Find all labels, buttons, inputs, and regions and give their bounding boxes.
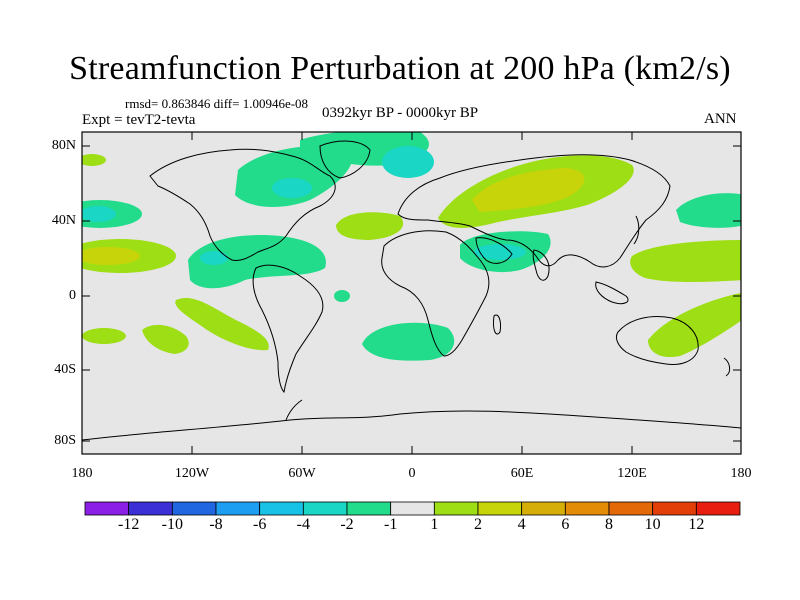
- coastline-africa: [381, 230, 490, 357]
- contour-region: [82, 328, 126, 344]
- contour-region: [334, 290, 350, 302]
- coastline-arabia: [475, 237, 513, 264]
- colorbar-swatch: [215, 501, 261, 516]
- lon-label-180w: 180: [71, 466, 93, 481]
- colorbar-label: 2: [474, 516, 482, 533]
- lat-label-40s: 40S: [54, 362, 76, 377]
- colorbar-label: -1: [383, 516, 398, 533]
- colorbar-label: -6: [252, 516, 267, 533]
- coastline-india: [532, 249, 550, 281]
- lon-label-60e: 60E: [510, 466, 534, 481]
- lat-label-80n: 80N: [51, 138, 76, 153]
- contour-region: [82, 247, 140, 265]
- stats-label: rmsd= 0.863846 diff= 1.00946e-08: [125, 96, 309, 111]
- coastline-north-america: [149, 148, 336, 261]
- colorbar-swatch: [390, 501, 435, 516]
- coastlines: [82, 140, 741, 441]
- experiment-label: Expt = tevT2-tevta: [82, 112, 196, 128]
- contour-region: [175, 298, 269, 351]
- colorbar-swatch: [433, 501, 479, 516]
- contour-region: [472, 168, 585, 212]
- contour-region: [188, 235, 326, 289]
- contour-region: [200, 251, 228, 265]
- lat-label-40n: 40N: [51, 213, 76, 228]
- contour-region: [272, 178, 312, 198]
- coastline-antarctica: [82, 410, 741, 441]
- colorbar-swatch: [259, 501, 304, 516]
- coastline-greenland: [319, 140, 371, 179]
- contour-region: [676, 193, 741, 228]
- coastline-south-america: [252, 264, 324, 394]
- colorbar-swatch: [521, 501, 566, 516]
- period-label: 0392kyr BP - 0000kyr BP: [322, 105, 479, 121]
- coastline-eurasia: [397, 154, 671, 268]
- colorbar-swatch: [652, 501, 697, 516]
- colorbar: [84, 501, 741, 516]
- coastline-madagascar: [493, 314, 501, 335]
- lon-label-120w: 120W: [174, 466, 210, 481]
- colorbar-label: -12: [117, 516, 140, 533]
- colorbar-swatch: [346, 501, 392, 516]
- colorbar-swatch: [302, 501, 348, 516]
- colorbar-label: -8: [209, 516, 223, 533]
- coastline-australia: [615, 316, 699, 365]
- colorbar-label: 12: [688, 516, 705, 533]
- plot-title: Streamfunction Perturbation at 200 hPa (…: [69, 50, 731, 87]
- colorbar-label: 4: [517, 516, 526, 533]
- colorbar-label: 8: [605, 516, 613, 533]
- coastline-japan: [633, 215, 640, 245]
- colorbar-swatch: [171, 501, 217, 516]
- colorbar-label: 1: [430, 516, 439, 533]
- lon-label-0: 0: [408, 466, 416, 481]
- contour-region: [648, 292, 741, 357]
- colorbar-swatch: [84, 501, 130, 516]
- colorbar-label: 6: [561, 516, 570, 533]
- colorbar-label: -2: [340, 516, 354, 533]
- colorbar-swatch: [564, 501, 610, 516]
- axis-ticks: [81, 132, 742, 454]
- contour-region: [630, 240, 741, 282]
- contour-region: [82, 154, 106, 166]
- colorbar-label: 10: [644, 516, 661, 533]
- colorbar-swatch: [695, 501, 741, 516]
- lat-label-0: 0: [69, 288, 76, 303]
- colorbar-swatch: [477, 501, 523, 516]
- lon-label-180e: 180: [730, 466, 752, 481]
- contour-region: [382, 146, 434, 178]
- coastline-new-zealand: [723, 357, 731, 377]
- lat-label-80s: 80S: [54, 433, 76, 448]
- coastline-se-asia: [595, 281, 629, 305]
- colorbar-label: -4: [296, 516, 310, 533]
- lon-label-120e: 120E: [617, 466, 647, 481]
- coastline-antarctic-peninsula: [285, 399, 303, 421]
- colorbar-label: -10: [161, 516, 183, 533]
- season-label: ANN: [704, 111, 737, 127]
- contour-region: [336, 212, 404, 240]
- contour-region: [474, 244, 526, 260]
- contour-region: [82, 206, 116, 222]
- lon-label-60w: 60W: [288, 466, 316, 481]
- contour-fills: [82, 132, 741, 361]
- contour-region: [142, 324, 189, 354]
- colorbar-swatch: [608, 501, 654, 516]
- colorbar-swatch: [128, 501, 173, 516]
